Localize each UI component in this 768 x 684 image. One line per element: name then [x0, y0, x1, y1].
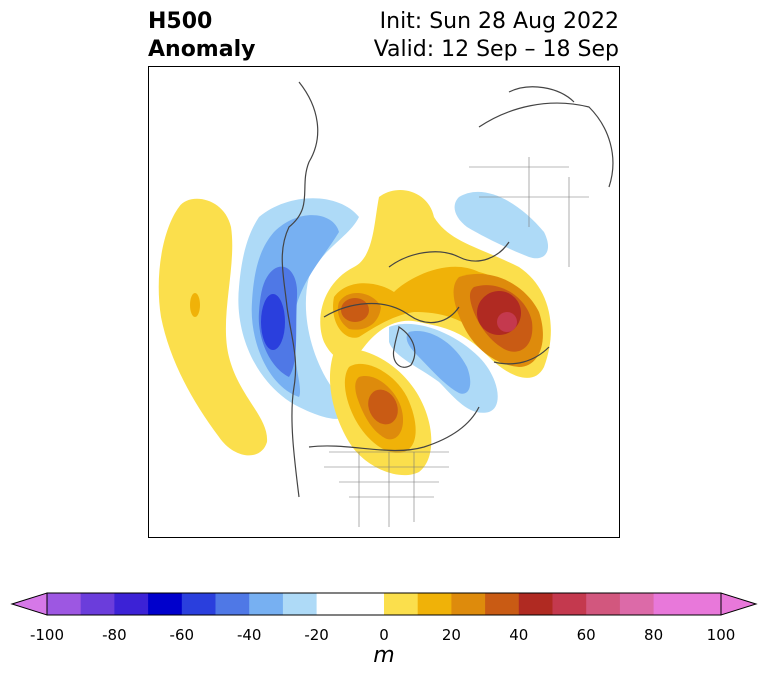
colorbar-bin [451, 593, 486, 615]
init-date: Init: Sun 28 Aug 2022 [379, 9, 619, 34]
colorbar-bin [350, 593, 385, 615]
colorbar-tick-label: 100 [706, 626, 736, 644]
pacific-ridge-anomaly [158, 198, 268, 456]
colorbar-tick-label: 40 [509, 626, 529, 644]
eurasian-ridge-peak [497, 312, 517, 332]
colorbar-tick-label: -20 [304, 626, 329, 644]
valid-range: Valid: 12 Sep – 18 Sep [373, 37, 619, 62]
colorbar-tick-label: -80 [102, 626, 127, 644]
colorbar-bin [249, 593, 284, 615]
colorbar-extend-min [10, 592, 48, 616]
colorbar-tick-label: 0 [379, 626, 389, 644]
date-info: Init: Sun 28 Aug 2022 Valid: 12 Sep – 18… [374, 8, 619, 64]
colorbar-bin [47, 593, 82, 615]
coastlines [281, 81, 614, 498]
colorbar-tick-label: -100 [29, 626, 65, 644]
colorbar-bin [80, 593, 115, 615]
colorbar-tick-label: 60 [576, 626, 596, 644]
great-lakes-ridge-core [368, 389, 398, 425]
map-title: H500 Anomaly [148, 8, 255, 64]
colorbar-bin [282, 593, 318, 615]
colorbar-tick-label: 20 [441, 626, 461, 644]
anomaly-map [158, 81, 614, 527]
map-panel [148, 66, 620, 538]
western-trough-core [261, 294, 285, 350]
polar-ridge-core [341, 298, 369, 322]
colorbar-bin [518, 593, 553, 615]
title-line-2: Anomaly [148, 37, 256, 62]
colorbar-bin [619, 593, 655, 615]
title-line-1: H500 [148, 9, 213, 34]
colorbar-units: m [373, 643, 395, 668]
colorbar-tick-label: -40 [236, 626, 262, 644]
colorbar-bin [687, 593, 722, 615]
colorbar-bin [384, 593, 419, 615]
hudson-trough-inner [406, 331, 471, 394]
colorbar-bin [417, 593, 452, 615]
colorbar-extend-max [720, 592, 758, 616]
colorbar-bin [148, 593, 183, 615]
colorbar-bin [552, 593, 587, 615]
colorbar-frame [46, 592, 722, 616]
colorbar-bin [181, 593, 216, 615]
colorbar-tick-label: -60 [169, 626, 195, 644]
colorbar-tick-label: 80 [644, 626, 664, 644]
borders [324, 157, 589, 527]
colorbar-bin [586, 593, 621, 615]
colorbar-bin [653, 593, 688, 615]
siberian-trough [454, 191, 549, 259]
colorbar [0, 580, 768, 680]
colorbar-bin [316, 593, 351, 615]
pacific-ridge-core [190, 293, 200, 317]
colorbar-strip [10, 592, 758, 616]
colorbar-bin [114, 593, 149, 615]
colorbar-bin [215, 593, 250, 615]
colorbar-bin [485, 593, 520, 615]
